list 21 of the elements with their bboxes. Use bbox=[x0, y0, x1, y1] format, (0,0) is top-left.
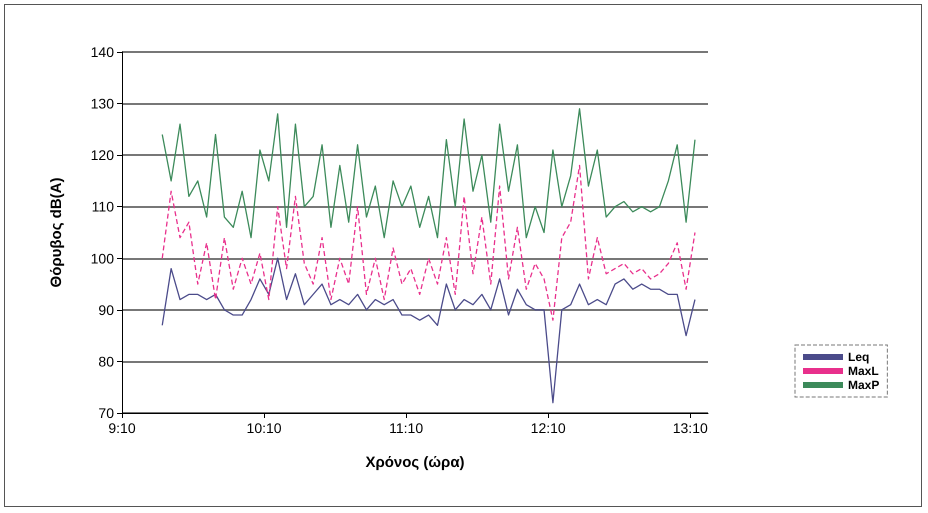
legend-label: MaxL bbox=[848, 364, 879, 378]
line-series bbox=[162, 108, 696, 238]
legend-label: MaxP bbox=[848, 378, 880, 392]
line-series bbox=[162, 258, 696, 404]
x-tick-label: 13:10 bbox=[672, 420, 708, 436]
x-tick-label: 11:10 bbox=[389, 420, 424, 436]
x-tick-label: 9:10 bbox=[108, 420, 136, 436]
x-tick-label: 12:10 bbox=[530, 420, 566, 436]
y-axis-title: Θόρυβος dB(A) bbox=[48, 178, 65, 288]
y-tick-label: 80 bbox=[98, 353, 114, 370]
y-tick-label: 70 bbox=[98, 405, 114, 421]
y-tick-label: 110 bbox=[92, 198, 114, 215]
x-axis-title: Χρόνος (ώρα) bbox=[365, 454, 465, 471]
legend-label: Leq bbox=[848, 350, 870, 364]
y-tick-label: 100 bbox=[90, 250, 114, 266]
y-tick-label: 130 bbox=[90, 96, 114, 112]
y-tick-label: 140 bbox=[90, 44, 114, 60]
y-tick-label: 120 bbox=[90, 147, 114, 164]
y-tick-label: 90 bbox=[98, 302, 114, 318]
line-series bbox=[162, 164, 696, 321]
x-tick-label: 10:10 bbox=[246, 420, 282, 436]
